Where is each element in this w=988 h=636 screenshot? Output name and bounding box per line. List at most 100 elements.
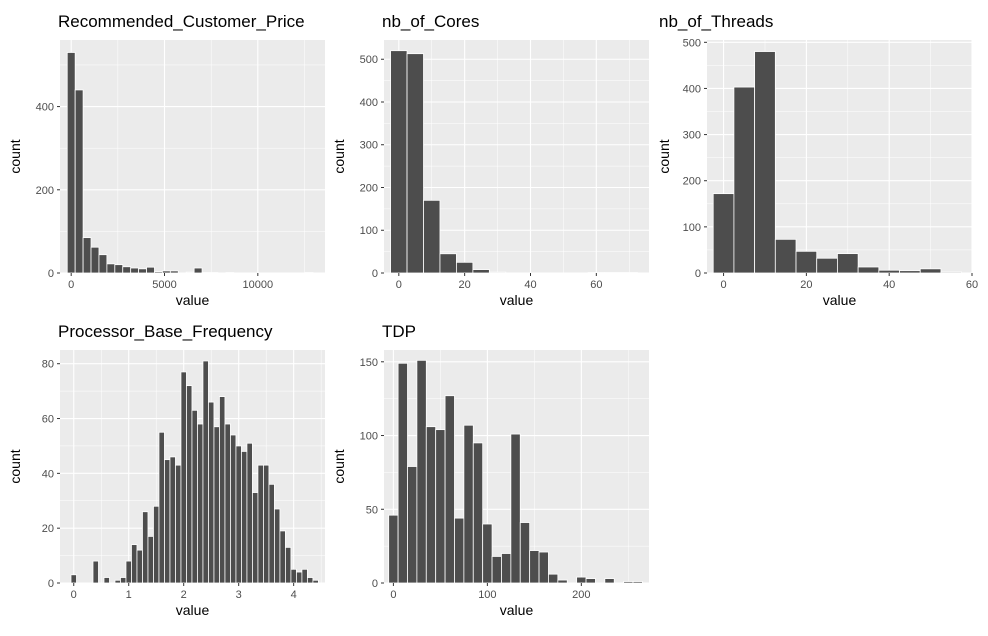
histogram-bar xyxy=(795,250,818,274)
y-tick-label: 0 xyxy=(372,268,378,280)
histogram-bar xyxy=(169,270,179,274)
histogram-bar xyxy=(285,546,292,584)
histogram-bar xyxy=(529,550,540,584)
histogram-bar xyxy=(290,568,297,584)
histogram-bar xyxy=(878,269,900,274)
x-tick-label: 0 xyxy=(68,279,74,291)
histogram-bar xyxy=(733,86,756,274)
x-tick-label: 0 xyxy=(71,589,77,601)
y-tick-label: 40 xyxy=(42,468,54,480)
y-tick-label: 300 xyxy=(683,130,701,142)
histogram-bar xyxy=(180,371,187,584)
y-axis-title: count xyxy=(331,449,347,483)
y-tick-label: 400 xyxy=(360,97,378,109)
histogram-bar xyxy=(197,423,204,584)
histogram-bar xyxy=(122,266,132,274)
histogram-bar xyxy=(98,254,108,274)
y-axis-title: count xyxy=(331,139,347,173)
histogram-bar xyxy=(106,263,116,274)
histogram-bar xyxy=(488,271,507,274)
y-tick-label: 60 xyxy=(42,414,54,426)
x-tick-label: 20 xyxy=(800,279,812,291)
histogram-bar xyxy=(407,466,418,584)
y-tick-label: 80 xyxy=(42,359,54,371)
histogram-bar xyxy=(519,522,531,584)
y-tick-label: 0 xyxy=(48,578,54,590)
histogram-bar xyxy=(125,560,132,584)
histogram-bar xyxy=(186,385,193,584)
histogram-bar xyxy=(130,267,140,274)
histogram-bar xyxy=(435,429,446,584)
histogram-bar xyxy=(774,238,797,274)
y-tick-label: 100 xyxy=(360,225,378,237)
histogram-svg: 0 20 40 60 0 100 200 300 400 500 value count xyxy=(656,37,978,308)
histogram-bar xyxy=(416,359,427,584)
histogram-bar xyxy=(257,464,264,584)
facet-title: Processor_Base_Frequency xyxy=(58,322,273,341)
histogram-bar xyxy=(90,246,100,274)
histogram-bar xyxy=(164,459,171,584)
histogram-bar xyxy=(136,549,143,584)
facet-1: nb_of_Cores 0 20 40 60 0 100 200 300 400 500 value c… xyxy=(324,2,654,312)
histogram-svg: 0 100 200 0 50 100 150 value count xyxy=(331,350,649,618)
histogram-bar xyxy=(241,451,248,584)
histogram-bar xyxy=(390,50,408,274)
histogram-bar xyxy=(857,266,880,274)
histogram-bar xyxy=(301,568,308,584)
facet-title: TDP xyxy=(382,322,416,341)
histogram-bar xyxy=(185,271,195,274)
histogram-bar xyxy=(66,52,76,274)
histogram-bar xyxy=(463,424,474,584)
histogram-bar xyxy=(114,264,124,274)
histogram-bar xyxy=(585,578,596,584)
histogram-bar xyxy=(439,253,457,274)
x-axis-title: value xyxy=(823,292,857,308)
y-tick-label: 150 xyxy=(360,357,378,369)
x-tick-label: 200 xyxy=(572,589,590,601)
histogram-svg: 0 20 40 60 0 100 200 300 400 500 value count xyxy=(331,40,649,308)
y-tick-label: 300 xyxy=(360,140,378,152)
histogram-bar xyxy=(312,579,319,584)
histogram-bar xyxy=(193,267,203,274)
y-tick-label: 50 xyxy=(366,504,378,516)
y-tick-label: 200 xyxy=(683,176,701,188)
x-tick-label: 0 xyxy=(721,279,727,291)
facet-4: TDP 0 100 200 0 50 100 150 value count xyxy=(324,312,654,622)
histogram-bar xyxy=(425,426,437,584)
y-tick-label: 400 xyxy=(36,102,54,114)
x-tick-label: 40 xyxy=(883,279,895,291)
histogram-bar xyxy=(604,578,615,584)
histogram-bar xyxy=(623,581,634,584)
histogram-bar xyxy=(70,574,77,584)
histogram-bar xyxy=(712,193,735,274)
x-tick-label: 5000 xyxy=(152,279,176,291)
x-tick-label: 3 xyxy=(236,589,242,601)
y-tick-label: 500 xyxy=(683,37,701,49)
histogram-bar xyxy=(191,409,198,584)
histogram-bar xyxy=(103,577,110,584)
y-tick-label: 100 xyxy=(360,431,378,443)
histogram-bar xyxy=(538,551,549,584)
histogram-bar xyxy=(940,271,963,274)
histogram-bar xyxy=(406,53,424,274)
histogram-bar xyxy=(548,573,559,584)
histogram-bar xyxy=(423,199,441,274)
x-axis-title: value xyxy=(176,602,210,618)
histogram-bar xyxy=(454,517,465,584)
histogram-bar xyxy=(158,431,165,584)
facet-title: nb_of_Threads xyxy=(659,12,774,31)
x-axis-title: value xyxy=(500,602,534,618)
histogram-bar xyxy=(491,556,502,584)
histogram-bar xyxy=(213,426,220,584)
y-axis-title: count xyxy=(7,449,23,483)
x-tick-label: 40 xyxy=(524,279,536,291)
histogram-bar xyxy=(274,508,281,584)
plot-panel xyxy=(60,40,325,273)
histogram-bar xyxy=(131,544,138,584)
histogram-bar xyxy=(224,423,231,584)
histogram-bar xyxy=(175,464,182,584)
histogram-bar xyxy=(397,362,408,584)
histogram-bar xyxy=(208,401,215,584)
histogram-bar xyxy=(114,579,121,584)
